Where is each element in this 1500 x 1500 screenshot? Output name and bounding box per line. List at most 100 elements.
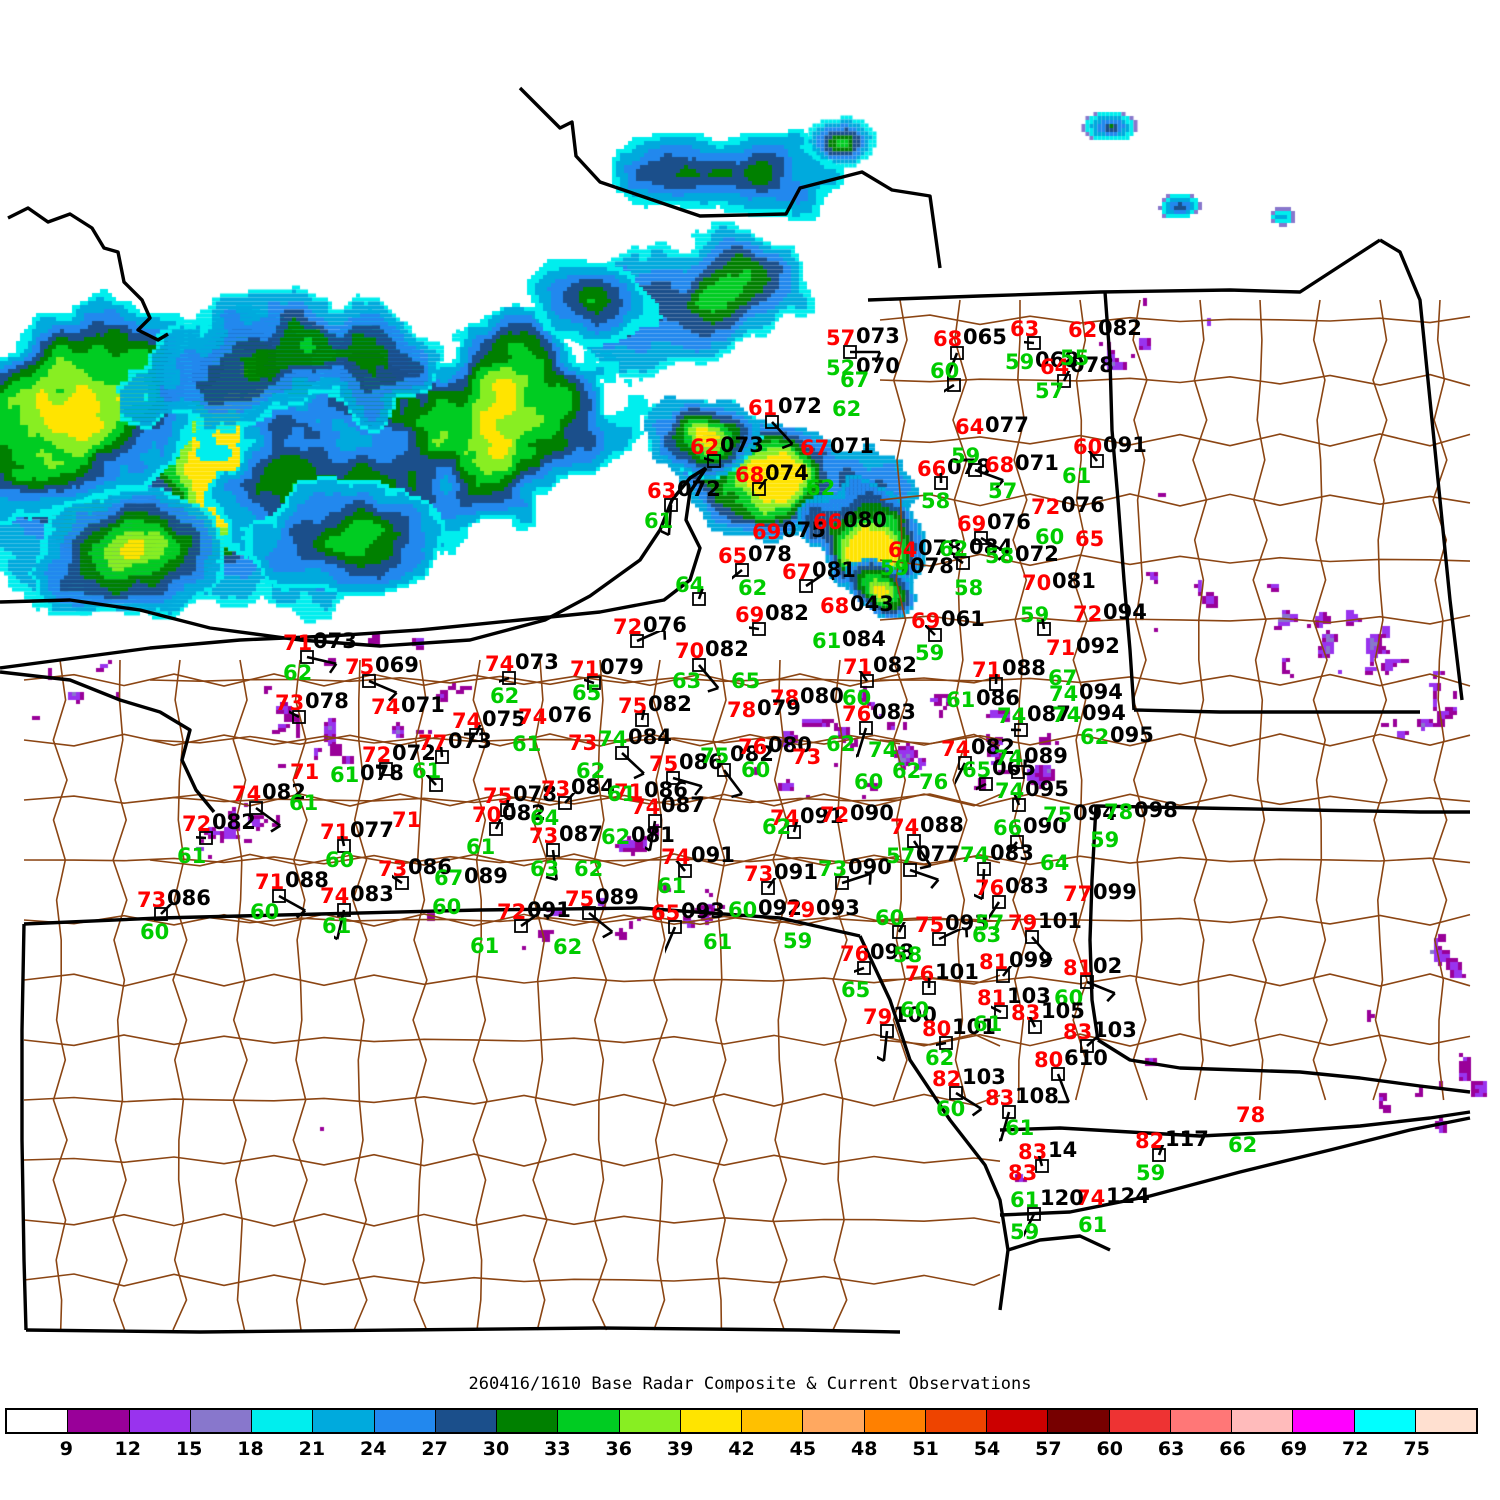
colorbar-swatch-19 — [1170, 1410, 1232, 1432]
colorbar-tick: 54 — [973, 1438, 1001, 1460]
county-line-v — [112, 659, 128, 1331]
colorbar-tick: 60 — [1096, 1438, 1123, 1460]
county-line-h — [879, 493, 1471, 507]
radar-reflectivity-layer — [0, 0, 1500, 1370]
county-line-v — [1312, 299, 1328, 1101]
colorbar-tick: 33 — [544, 1438, 571, 1460]
colorbar-swatch-8 — [497, 1410, 559, 1432]
county-line-v — [832, 659, 848, 1331]
ct-ri-ma-south — [1097, 1038, 1471, 1094]
county-line-h — [879, 673, 1471, 687]
colorbar-tick: 63 — [1157, 1438, 1185, 1460]
county-line-v — [292, 659, 308, 1331]
county-line-v — [1432, 299, 1448, 1101]
long-island-north — [999, 1110, 1471, 1138]
pa-oh-border — [20, 923, 28, 1331]
map-viewport[interactable]: 57 073 52 070 67 68 065 60 63 59 068 62 082 64 078 55 57… — [0, 0, 1500, 1370]
colorbar-swatch-16 — [987, 1410, 1049, 1432]
colorbar-tick: 24 — [360, 1438, 387, 1460]
colorbar-tick: 45 — [789, 1438, 817, 1460]
colorbar-tick: 12 — [114, 1438, 141, 1460]
county-line-h — [879, 433, 1471, 447]
county-line-v — [712, 659, 728, 1331]
county-line-v — [532, 659, 548, 1331]
colorbar-swatch-15 — [925, 1410, 987, 1432]
county-line-v — [1012, 299, 1028, 1101]
colorbar-swatch-3 — [190, 1410, 252, 1432]
us-canada-border-ny-vt — [867, 238, 1381, 302]
county-line-h — [149, 733, 901, 747]
colorbar-tick: 27 — [421, 1438, 448, 1460]
pa-nj-border — [858, 935, 1010, 1311]
colorbar-swatch-10 — [619, 1410, 681, 1432]
county-line-v — [472, 659, 488, 1331]
pa-ny-border — [23, 906, 861, 938]
lake-erie-east — [0, 670, 216, 814]
lake-ontario-north-shore — [0, 466, 707, 648]
colorbar-tick: 48 — [851, 1438, 878, 1460]
county-line-h — [23, 673, 1001, 687]
county-line-v — [772, 659, 788, 1331]
colorbar-tick: 30 — [482, 1438, 510, 1460]
colorbar-swatch-12 — [742, 1410, 804, 1432]
county-line-h — [879, 614, 1471, 625]
county-line-v — [232, 659, 248, 1331]
county-line-h — [149, 673, 901, 687]
colorbar-tick: 18 — [237, 1438, 264, 1460]
county-line-h — [879, 793, 1471, 807]
county-line-h — [23, 853, 1001, 867]
county-line-h — [879, 314, 1471, 326]
colorbar-swatches — [5, 1408, 1478, 1434]
colorbar-tick-labels: 9 12 15 18 21 24 27 30 33 36 39 42 45 48 51 54 57 60 63 66 6… — [5, 1434, 1478, 1464]
county-line-h — [879, 553, 1471, 567]
colorbar-swatch-1 — [68, 1410, 130, 1432]
colorbar-swatch-7 — [435, 1410, 497, 1432]
county-line-h — [23, 1093, 1001, 1107]
nj-south — [1007, 1234, 1111, 1252]
county-line-h — [879, 1033, 1471, 1047]
colorbar-swatch-23 — [1415, 1410, 1476, 1432]
colorbar-tick: 66 — [1219, 1438, 1246, 1460]
colorbar-swatch-5 — [313, 1410, 375, 1432]
county-line-v — [652, 659, 668, 1331]
colorbar-swatch-17 — [1048, 1410, 1110, 1432]
colorbar-swatch-4 — [252, 1410, 314, 1432]
colorbar-swatch-18 — [1109, 1410, 1171, 1432]
county-line-v — [52, 659, 68, 1331]
county-line-h — [23, 793, 1001, 807]
county-line-h — [23, 913, 1001, 927]
long-island-south — [999, 1116, 1471, 1217]
county-line-v — [592, 659, 608, 1331]
colorbar-tick: 15 — [175, 1438, 203, 1460]
ny-vt-border — [1103, 291, 1136, 711]
nh-me-border — [1379, 238, 1464, 701]
county-line-v — [412, 659, 428, 1331]
colorbar-tick: 36 — [605, 1438, 632, 1460]
state-boundaries — [20, 238, 1471, 1334]
ny-ct-border — [1088, 805, 1100, 1041]
colorbar-tick: 39 — [666, 1438, 694, 1460]
pa-md-border — [25, 1326, 901, 1334]
lake-ontario-south-shore — [0, 467, 708, 670]
county-line-h — [879, 733, 1471, 747]
colorbar-tick: 75 — [1403, 1438, 1430, 1460]
colorbar-tick: 51 — [912, 1438, 939, 1460]
coastline — [0, 86, 942, 814]
county-line-v — [1372, 299, 1388, 1101]
county-line-h — [23, 973, 1001, 987]
colorbar-swatch-2 — [129, 1410, 191, 1432]
county-line-v — [172, 659, 188, 1331]
county-line-h — [879, 973, 1471, 987]
county-line-v — [1252, 299, 1268, 1101]
vt-ma-border — [1133, 708, 1420, 714]
county-line-h — [23, 1153, 1001, 1167]
county-line-v — [352, 659, 368, 1331]
colorbar-tick: 21 — [298, 1438, 326, 1460]
geography-layer — [0, 86, 1471, 1334]
colorbar-swatch-9 — [558, 1410, 620, 1432]
county-boundaries — [23, 299, 1471, 1331]
colorbar-swatch-22 — [1354, 1410, 1416, 1432]
county-line-h — [23, 1033, 1001, 1047]
ontario-boundary — [518, 86, 942, 269]
